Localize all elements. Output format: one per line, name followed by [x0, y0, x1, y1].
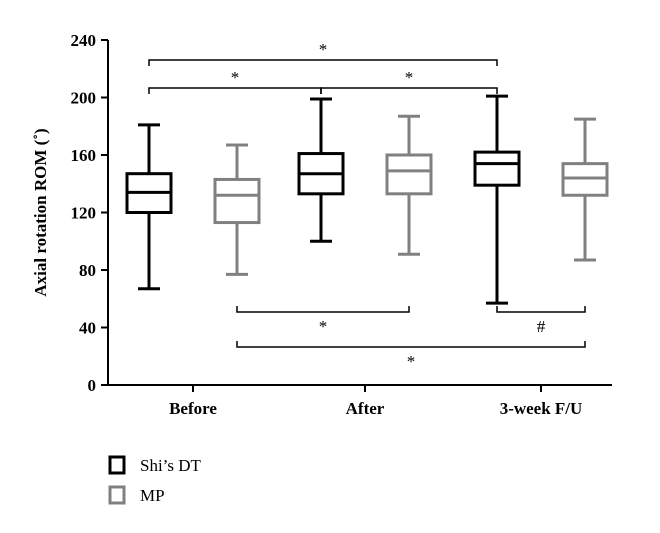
bracket-line	[148, 59, 498, 66]
legend-swatch	[108, 485, 126, 505]
significance-marker: #	[537, 317, 546, 336]
legend-item: MP	[108, 485, 165, 505]
legend-label: Shi’s DT	[140, 456, 202, 475]
iqr-box	[213, 177, 261, 225]
y-axis-label: Axial rotation ROM (˚)	[31, 128, 50, 296]
box-shis-dt	[125, 123, 173, 291]
iqr-box	[473, 150, 521, 187]
significance-brackets: * * * * # *	[148, 40, 586, 371]
box-series	[125, 94, 609, 305]
significance-marker: *	[319, 40, 328, 59]
x-category-label: 3-week F/U	[500, 399, 583, 418]
bracket-line	[496, 306, 586, 313]
y-tick-label: 200	[71, 89, 97, 108]
legend-item: Shi’s DT	[108, 455, 202, 475]
y-tick-label: 80	[79, 261, 96, 280]
significance-marker: *	[231, 68, 240, 87]
significance-marker: *	[405, 68, 414, 87]
significance-marker: *	[319, 317, 328, 336]
box-mp	[561, 117, 609, 262]
bracket-line	[148, 87, 322, 94]
bracket-line	[236, 306, 410, 313]
legend-swatch	[108, 455, 126, 475]
significance-bracket: *	[320, 68, 498, 94]
legend: Shi’s DT MP	[108, 455, 202, 505]
y-tick-label: 0	[88, 376, 97, 395]
y-tick-label: 40	[79, 319, 96, 338]
legend-label: MP	[140, 486, 165, 505]
iqr-box	[385, 153, 433, 196]
axes: 0 40 80 120 160 200 240 Before After 3-week F/U Ax…	[31, 31, 612, 418]
significance-bracket: *	[148, 40, 498, 66]
significance-bracket: *	[236, 306, 410, 336]
y-tick-label: 240	[71, 31, 97, 50]
box-shis-dt	[473, 94, 521, 305]
box-shis-dt	[297, 97, 345, 243]
y-tick-label: 120	[71, 204, 97, 223]
significance-bracket: *	[236, 341, 586, 371]
significance-bracket: #	[496, 306, 586, 336]
box-mp	[213, 143, 261, 276]
significance-bracket: *	[148, 68, 322, 94]
significance-marker: *	[407, 352, 416, 371]
bracket-line	[320, 87, 498, 94]
bracket-line	[236, 341, 586, 348]
x-category-label: After	[346, 399, 385, 418]
x-category-label: Before	[169, 399, 217, 418]
box-mp	[385, 114, 433, 256]
y-tick-label: 160	[71, 146, 97, 165]
